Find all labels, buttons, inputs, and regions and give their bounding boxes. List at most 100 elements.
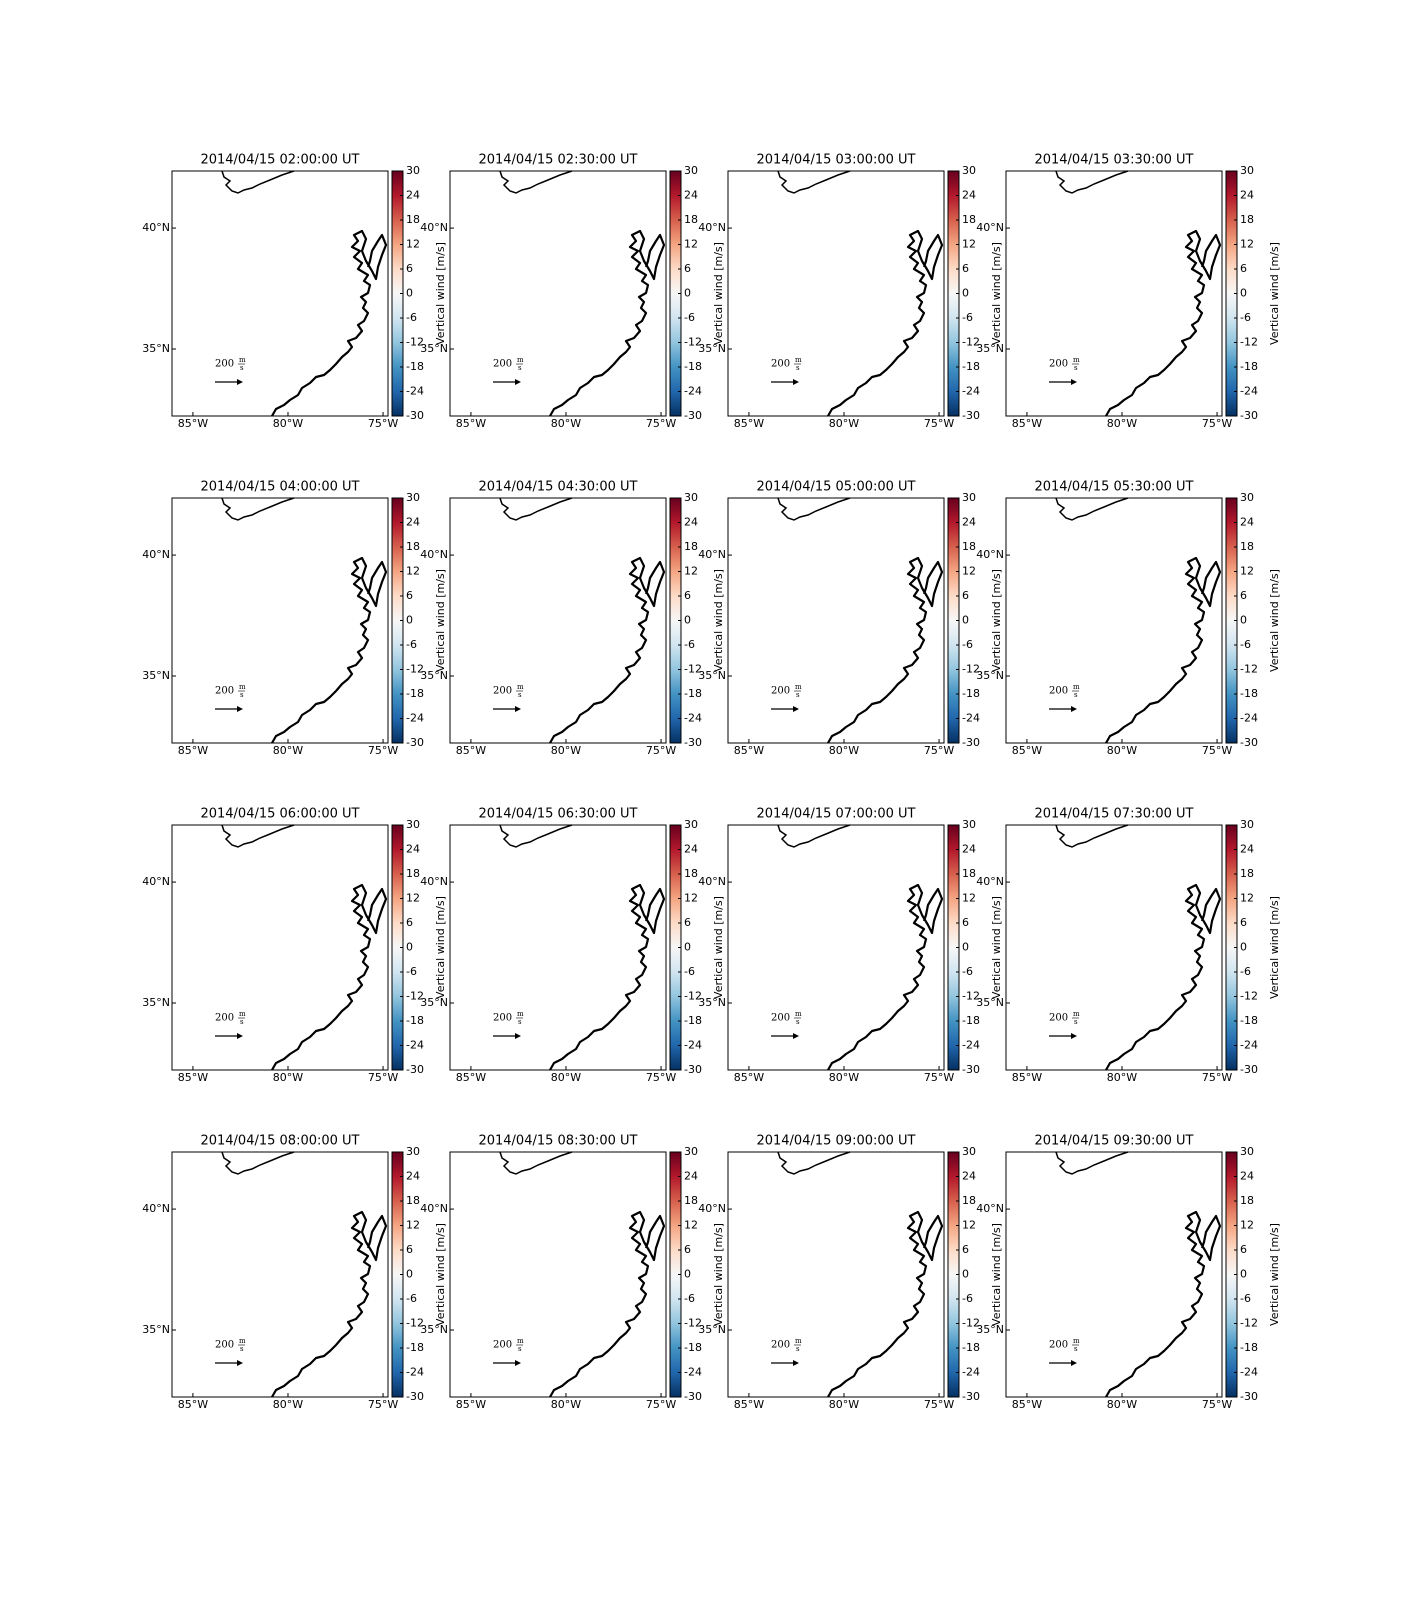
colorbar-tick-label: 24 [684, 516, 698, 529]
map-frame [449, 1151, 667, 1398]
colorbar-tick-label: 18 [962, 213, 976, 226]
colorbar-tick-label: -18 [962, 360, 980, 373]
quiver-key-unit: s [518, 691, 522, 699]
quiver-key-unit: m [239, 356, 246, 364]
colorbar-tick-label: 12 [1240, 238, 1254, 251]
coastline [499, 1151, 573, 1175]
colorbar-label: Vertical wind [m/s] [712, 1223, 725, 1326]
quiver-key-unit: m [239, 1337, 246, 1345]
lat-tick-label: 40°N [698, 1202, 726, 1215]
colorbar-tick-label: 18 [1240, 540, 1254, 553]
quiver-key-magnitude: 200 [771, 686, 790, 697]
colorbar-tick-label: -12 [684, 336, 702, 349]
coastline [499, 170, 573, 194]
map-frame [727, 497, 945, 744]
quiver-key-magnitude: 200 [493, 1340, 512, 1351]
panel-title: 2014/04/15 08:00:00 UT [200, 1134, 359, 1149]
colorbar-tick-label: 24 [1240, 516, 1254, 529]
colorbar-tick-label: 24 [962, 189, 976, 202]
lat-tick-label: 40°N [142, 221, 170, 234]
colorbar-tick-label: -12 [962, 1317, 980, 1330]
colorbar-tick-label: 6 [962, 916, 969, 929]
colorbar-tick-label: -30 [1240, 1063, 1258, 1076]
arrow-head [237, 1360, 243, 1366]
arrow-head [793, 1033, 799, 1039]
colorbar-tick-label: 30 [1240, 818, 1254, 831]
colorbar-tick-label: -30 [1240, 736, 1258, 749]
map-panel: 2014/04/15 03:00:00 UT 85°W 80°W 75°W 40°N 35… [698, 153, 1003, 431]
arrow-head [1071, 379, 1077, 385]
panel-title: 2014/04/15 08:30:00 UT [478, 1134, 637, 1149]
arrow-head [237, 379, 243, 385]
quiver-key-unit: s [1074, 364, 1078, 372]
colorbar-tick-label: 0 [684, 1268, 691, 1281]
colorbar-tick-label: 6 [1240, 916, 1247, 929]
colorbar-tick-label: 0 [406, 1268, 413, 1281]
quiver-key-unit: m [517, 1010, 524, 1018]
map-panel: 2014/04/15 06:00:00 UT 85°W 80°W 75°W 40°N 35… [142, 807, 447, 1085]
colorbar-tick-label: -6 [406, 965, 417, 978]
lat-tick-label: 40°N [698, 221, 726, 234]
colorbar-tick-label: -6 [684, 965, 695, 978]
lat-tick-label: 40°N [142, 548, 170, 561]
colorbar-tick-label: -6 [1240, 1292, 1251, 1305]
colorbar-tick-label: -30 [684, 736, 702, 749]
colorbar-tick-label: -24 [962, 385, 980, 398]
lat-tick-label: 40°N [976, 221, 1004, 234]
colorbar-tick-label: 0 [406, 287, 413, 300]
map-panel: 2014/04/15 07:00:00 UT 85°W 80°W 75°W 40°N 35… [698, 807, 1003, 1085]
colorbar-tick-label: -6 [962, 638, 973, 651]
colorbar-tick-label: 24 [684, 843, 698, 856]
colorbar-tick-label: -18 [1240, 1014, 1258, 1027]
lon-tick-label: 75°W [368, 744, 398, 757]
colorbar-tick-label: 12 [684, 1219, 698, 1232]
lat-tick-label: 35°N [698, 342, 726, 355]
coastline [271, 556, 388, 744]
quiver-key-unit: m [517, 683, 524, 691]
colorbar-tick-label: -18 [406, 687, 424, 700]
colorbar-tick-label: -30 [962, 1063, 980, 1076]
lon-tick-label: 80°W [1107, 417, 1137, 430]
lat-tick-label: 40°N [420, 548, 448, 561]
lat-tick-label: 35°N [976, 669, 1004, 682]
map-panel: 2014/04/15 03:30:00 UT 85°W 80°W 75°W 40°N 35… [976, 153, 1281, 431]
quiver-key-unit: s [240, 1345, 244, 1353]
colorbar-tick-label: -6 [406, 311, 417, 324]
map-panel: 2014/04/15 08:00:00 UT 85°W 80°W 75°W 40°N 35… [142, 1134, 447, 1412]
lon-tick-label: 80°W [551, 1398, 581, 1411]
colorbar-label: Vertical wind [m/s] [434, 896, 447, 999]
lon-tick-label: 75°W [368, 1398, 398, 1411]
colorbar-tick-label: -6 [684, 311, 695, 324]
quiver-key-unit: s [796, 691, 800, 699]
colorbar-label: Vertical wind [m/s] [990, 569, 1003, 672]
coastline [549, 1210, 666, 1398]
lon-tick-label: 85°W [456, 1398, 486, 1411]
lon-tick-label: 75°W [646, 1398, 676, 1411]
colorbar-tick-label: 18 [1240, 867, 1254, 880]
lon-tick-label: 80°W [551, 1071, 581, 1084]
colorbar-tick-label: 0 [1240, 287, 1247, 300]
lon-tick-label: 75°W [1202, 1071, 1232, 1084]
quiver-key-unit: s [796, 364, 800, 372]
colorbar-tick-label: -12 [406, 990, 424, 1003]
lon-tick-label: 75°W [924, 744, 954, 757]
colorbar-tick-label: 6 [406, 916, 413, 929]
colorbar-tick-label: -30 [406, 409, 424, 422]
colorbar-tick-label: 24 [962, 516, 976, 529]
colorbar-label: Vertical wind [m/s] [1268, 242, 1281, 345]
colorbar-tick-label: -30 [684, 1390, 702, 1403]
quiver-key-magnitude: 200 [215, 1013, 234, 1024]
panel-title: 2014/04/15 04:00:00 UT [200, 480, 359, 495]
arrow-head [793, 1360, 799, 1366]
colorbar-tick-label: 12 [1240, 892, 1254, 905]
colorbar-label: Vertical wind [m/s] [434, 1223, 447, 1326]
colorbar-tick-label: 24 [406, 843, 420, 856]
coastline [499, 497, 573, 521]
colorbar-tick-label: 18 [962, 867, 976, 880]
lon-tick-label: 85°W [1012, 744, 1042, 757]
lon-tick-label: 80°W [551, 744, 581, 757]
colorbar-tick-label: 24 [684, 1170, 698, 1183]
colorbar-tick-label: -24 [684, 385, 702, 398]
colorbar-tick-label: 18 [962, 1194, 976, 1207]
colorbar-tick-label: 30 [962, 818, 976, 831]
